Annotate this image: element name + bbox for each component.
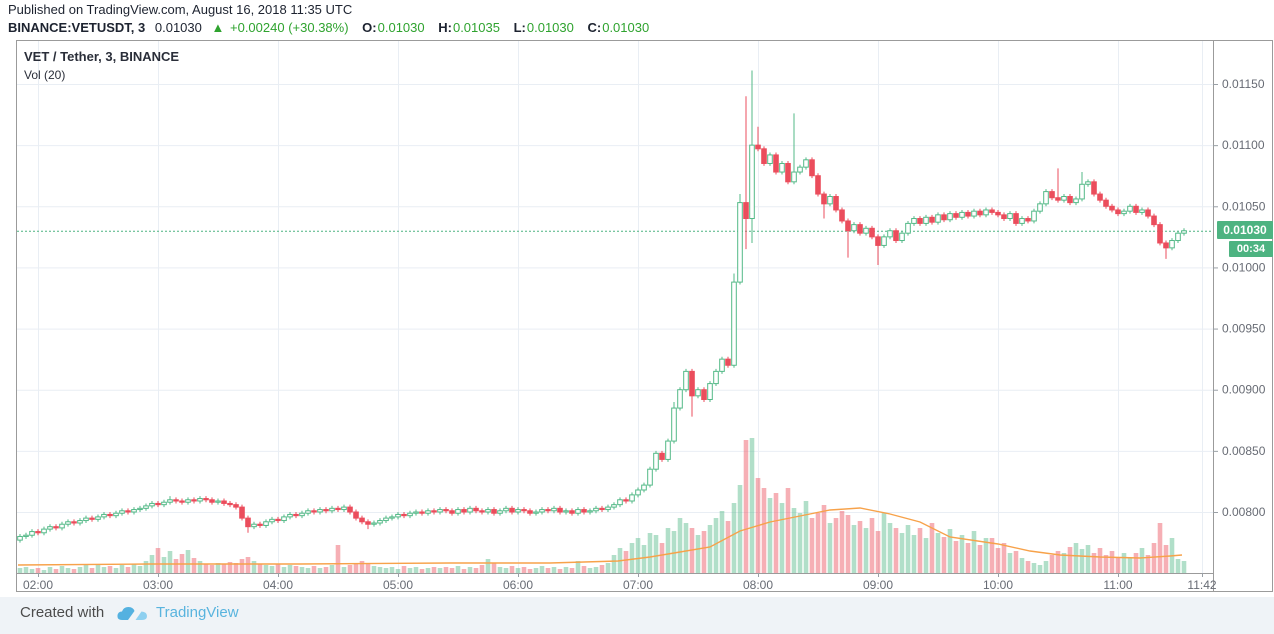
svg-text:07:00: 07:00 [623,578,653,592]
close-value: 0.01030 [602,20,650,35]
volume-bars [17,438,1187,573]
svg-text:02:00: 02:00 [23,578,53,592]
footer-bar [0,597,1274,634]
open-value: 0.01030 [377,20,425,35]
high-value: 0.01035 [452,20,500,35]
svg-text:06:00: 06:00 [503,578,533,592]
svg-text:09:00: 09:00 [863,578,893,592]
svg-text:0.00900: 0.00900 [1222,383,1266,397]
created-with-text: Created with [20,604,105,621]
change-text: +0.00240 (+30.38%) [230,20,349,35]
svg-text:10:00: 10:00 [983,578,1013,592]
last-price-text: 0.01030 [154,20,202,35]
svg-text:0.00800: 0.00800 [1222,505,1266,519]
last-price-axis-label: 0.01030 [1217,221,1273,239]
low-label: L: [513,20,526,35]
bar-countdown-label: 00:34 [1229,241,1273,257]
published-line: Published on TradingView.com, August 16,… [8,2,353,17]
gridlines [17,41,1213,573]
svg-text:0.00950: 0.00950 [1222,322,1266,336]
svg-text:05:00: 05:00 [383,578,413,592]
quote-line: BINANCE:VETUSDT, 3 0.01030 ▲ +0.00240 (+… [8,20,649,35]
time-axis[interactable]: 02:00 03:00 04:00 05:00 06:00 07:00 08:00 09:00… [23,573,1217,592]
legend-title[interactable]: VET / Tether, 3, BINANCE [24,49,180,64]
candles [17,70,1187,543]
high-label: H: [438,20,452,35]
tradingview-cloud-logo-icon[interactable] [116,604,150,626]
price-axis[interactable]: 0.01150 0.01100 0.01050 0.01000 0.00950 0.009… [1213,77,1266,519]
up-arrow-icon: ▲ [211,20,225,35]
svg-text:0.01050: 0.01050 [1222,199,1266,213]
svg-text:08:00: 08:00 [743,578,773,592]
svg-text:0.00850: 0.00850 [1222,444,1266,458]
chart-legend: VET / Tether, 3, BINANCE Vol (20) [24,49,179,83]
svg-text:11:42: 11:42 [1187,578,1216,592]
tradingview-brand-link[interactable]: TradingView [156,604,239,621]
symbol-text: BINANCE:VETUSDT, 3 [8,20,146,35]
svg-text:0.01000: 0.01000 [1222,260,1266,274]
svg-text:11:00: 11:00 [1103,578,1132,592]
svg-text:03:00: 03:00 [143,578,173,592]
svg-text:0.01150: 0.01150 [1222,77,1265,91]
low-value: 0.01030 [526,20,574,35]
close-label: C: [587,20,602,35]
volume-ma-line [17,507,1183,566]
legend-volume-indicator[interactable]: Vol (20) [24,68,66,82]
open-label: O: [362,20,377,35]
svg-text:0.01100: 0.01100 [1222,138,1265,152]
chart-frame [16,40,1273,592]
svg-text:04:00: 04:00 [263,578,293,592]
